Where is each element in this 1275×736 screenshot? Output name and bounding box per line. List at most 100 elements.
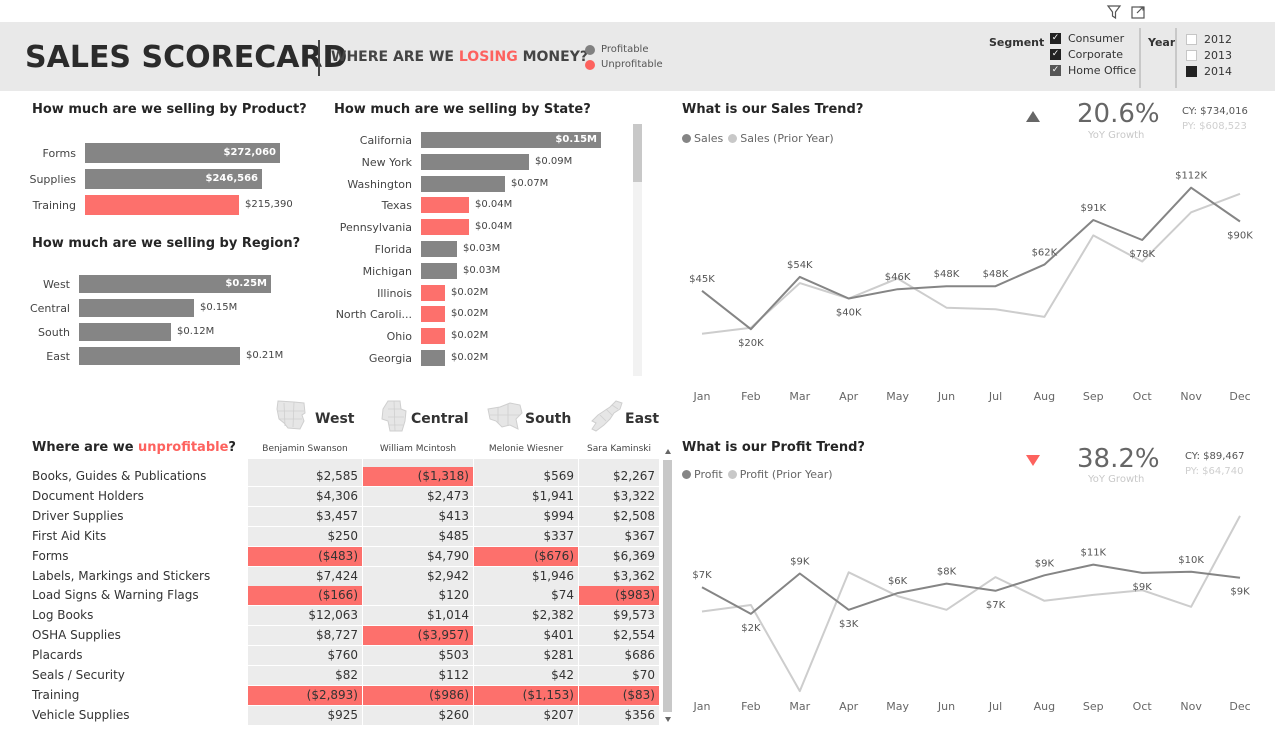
table-cell[interactable]: $82 bbox=[248, 666, 362, 685]
table-cell[interactable]: $760 bbox=[248, 646, 362, 666]
table-row-label[interactable]: Log Books bbox=[32, 608, 94, 623]
table-cell-unprofitable[interactable]: ($166) bbox=[248, 586, 362, 606]
table-cell[interactable]: $2,585 bbox=[248, 467, 362, 486]
table-row-label[interactable]: First Aid Kits bbox=[32, 528, 107, 543]
matrix-scrollbar[interactable] bbox=[663, 448, 672, 724]
table-cell[interactable]: $207 bbox=[474, 705, 578, 725]
table-cell-unprofitable[interactable]: ($3,957) bbox=[363, 626, 473, 646]
state-chart-scrollbar[interactable] bbox=[633, 124, 642, 376]
table-cell[interactable]: $367 bbox=[579, 526, 659, 546]
table-row-label[interactable]: Load Signs & Warning Flags bbox=[32, 588, 199, 603]
table-cell[interactable]: $120 bbox=[363, 586, 473, 606]
checkbox-unchecked-icon[interactable] bbox=[1186, 49, 1197, 61]
table-cell[interactable]: $401 bbox=[474, 626, 578, 646]
table-cell[interactable]: $686 bbox=[579, 646, 659, 666]
bar[interactable] bbox=[79, 299, 194, 317]
checkbox-checked-icon[interactable]: ✓ bbox=[1050, 48, 1061, 60]
bar[interactable] bbox=[85, 143, 280, 163]
checkbox-checked-icon[interactable]: ✓ bbox=[1050, 64, 1061, 76]
year-option-2014[interactable]: 2014 bbox=[1186, 63, 1232, 79]
bar[interactable] bbox=[421, 306, 445, 323]
bar[interactable] bbox=[79, 275, 271, 293]
table-cell[interactable]: $70 bbox=[579, 666, 659, 685]
table-row-label[interactable]: Forms bbox=[32, 548, 69, 563]
year-option-2012[interactable]: 2012 bbox=[1186, 31, 1232, 47]
segment-option-corporate[interactable]: ✓ Corporate bbox=[1050, 46, 1136, 62]
table-cell-unprofitable[interactable]: ($983) bbox=[579, 586, 659, 606]
table-cell[interactable]: $4,306 bbox=[248, 486, 362, 506]
filter-icon[interactable] bbox=[1106, 4, 1122, 20]
bar[interactable] bbox=[421, 219, 469, 236]
table-row-label[interactable]: Driver Supplies bbox=[32, 508, 124, 523]
checkbox-selected-icon[interactable] bbox=[1186, 65, 1197, 77]
table-cell[interactable]: $112 bbox=[363, 666, 473, 685]
table-row-label[interactable]: Placards bbox=[32, 648, 83, 663]
table-cell[interactable]: $3,457 bbox=[248, 506, 362, 526]
table-cell[interactable]: $2,267 bbox=[579, 467, 659, 486]
table-cell[interactable]: $9,573 bbox=[579, 606, 659, 626]
bar[interactable] bbox=[421, 328, 445, 345]
bar[interactable] bbox=[421, 175, 505, 192]
segment-option-consumer[interactable]: ✓ Consumer bbox=[1050, 30, 1136, 46]
bar[interactable] bbox=[421, 262, 457, 279]
table-row-label[interactable]: Document Holders bbox=[32, 488, 144, 503]
table-row-label[interactable]: Seals / Security bbox=[32, 668, 125, 682]
bar[interactable] bbox=[421, 284, 445, 301]
checkbox-checked-icon[interactable]: ✓ bbox=[1050, 32, 1061, 44]
bar[interactable] bbox=[85, 195, 239, 215]
bar[interactable] bbox=[79, 347, 240, 365]
table-cell-unprofitable[interactable]: ($483) bbox=[248, 546, 362, 566]
table-cell[interactable]: $4,790 bbox=[363, 546, 473, 566]
table-cell[interactable]: $7,424 bbox=[248, 566, 362, 586]
table-cell[interactable]: $260 bbox=[363, 705, 473, 725]
checkbox-unchecked-icon[interactable] bbox=[1186, 33, 1197, 45]
table-row-label[interactable]: Training bbox=[32, 687, 80, 702]
table-cell[interactable]: $413 bbox=[363, 506, 473, 526]
table-cell[interactable]: $6,369 bbox=[579, 546, 659, 566]
table-cell-unprofitable[interactable]: ($1,153) bbox=[474, 685, 578, 705]
bar[interactable] bbox=[421, 153, 529, 170]
scroll-up-icon[interactable] bbox=[664, 448, 672, 456]
table-cell-unprofitable[interactable]: ($1,318) bbox=[363, 467, 473, 486]
table-cell[interactable]: $485 bbox=[363, 526, 473, 546]
table-cell-unprofitable[interactable]: ($2,893) bbox=[248, 685, 362, 705]
table-cell[interactable]: $337 bbox=[474, 526, 578, 546]
table-cell[interactable]: $42 bbox=[474, 666, 578, 685]
table-cell[interactable]: $1,014 bbox=[363, 606, 473, 626]
table-cell[interactable]: $569 bbox=[474, 467, 578, 486]
table-cell-unprofitable[interactable]: ($83) bbox=[579, 685, 659, 705]
table-cell[interactable]: $356 bbox=[579, 705, 659, 725]
table-cell[interactable]: $2,554 bbox=[579, 626, 659, 646]
bar[interactable] bbox=[421, 132, 601, 148]
scrollbar-thumb[interactable] bbox=[663, 460, 672, 712]
scroll-down-icon[interactable] bbox=[664, 715, 672, 723]
table-cell[interactable]: $2,382 bbox=[474, 606, 578, 626]
bar[interactable] bbox=[421, 197, 469, 214]
table-row-label[interactable]: Labels, Markings and Stickers bbox=[32, 568, 211, 583]
table-cell[interactable]: $281 bbox=[474, 646, 578, 666]
table-cell[interactable]: $994 bbox=[474, 506, 578, 526]
table-cell[interactable]: $3,362 bbox=[579, 566, 659, 586]
table-row-label[interactable]: Books, Guides & Publications bbox=[32, 469, 207, 483]
table-cell[interactable]: $250 bbox=[248, 526, 362, 546]
table-cell[interactable]: $1,946 bbox=[474, 566, 578, 586]
table-cell-unprofitable[interactable]: ($676) bbox=[474, 546, 578, 566]
year-option-2013[interactable]: 2013 bbox=[1186, 47, 1232, 63]
table-cell[interactable]: $2,942 bbox=[363, 566, 473, 586]
table-cell-unprofitable[interactable]: ($986) bbox=[363, 685, 473, 705]
table-cell[interactable]: $3,322 bbox=[579, 486, 659, 506]
focus-mode-icon[interactable] bbox=[1130, 4, 1146, 20]
table-row-label[interactable]: OSHA Supplies bbox=[32, 628, 121, 643]
table-cell[interactable]: $2,473 bbox=[363, 486, 473, 506]
table-cell[interactable]: $2,508 bbox=[579, 506, 659, 526]
bar[interactable] bbox=[85, 169, 262, 189]
table-cell[interactable]: $503 bbox=[363, 646, 473, 666]
bar[interactable] bbox=[421, 241, 457, 257]
scrollbar-thumb[interactable] bbox=[633, 124, 642, 182]
table-cell[interactable]: $8,727 bbox=[248, 626, 362, 646]
table-cell[interactable]: $925 bbox=[248, 705, 362, 725]
bar[interactable] bbox=[79, 323, 171, 341]
table-row-label[interactable]: Vehicle Supplies bbox=[32, 707, 130, 722]
table-cell[interactable]: $1,941 bbox=[474, 486, 578, 506]
bar[interactable] bbox=[421, 350, 445, 366]
